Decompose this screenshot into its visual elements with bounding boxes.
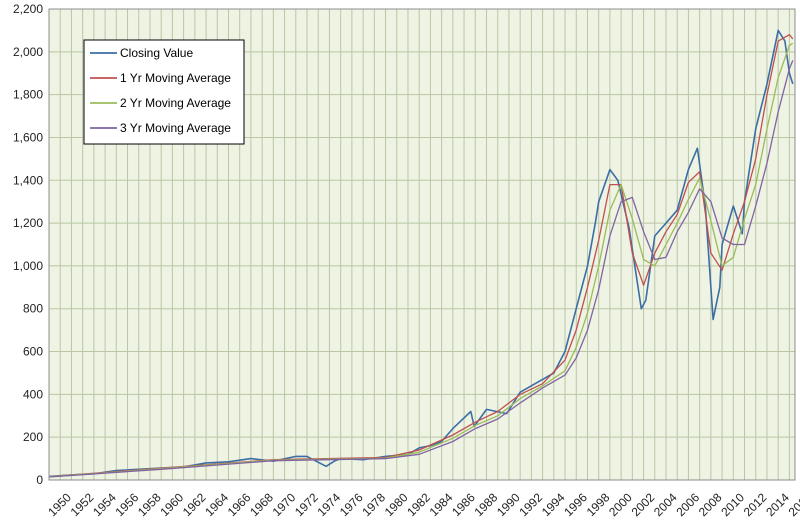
x-tick-label: 1962	[180, 490, 209, 519]
series-line-3-yr-moving-average	[48, 60, 794, 478]
x-tick-label: 2006	[673, 490, 702, 519]
x-tick-label: 2002	[629, 490, 658, 519]
plot-area-border	[48, 8, 796, 481]
y-tick-label: 1,400	[13, 173, 43, 187]
x-tick-label: 1954	[90, 490, 119, 519]
x-tick-label: 1970	[270, 490, 299, 519]
x-tick-label: 1992	[516, 490, 545, 519]
x-tick-label: 1952	[68, 490, 97, 519]
legend-box	[83, 39, 245, 145]
x-tick-label: 2000	[606, 490, 635, 519]
x-tick-label: 2008	[696, 490, 725, 519]
x-tick-label: 1984	[427, 490, 456, 519]
x-tick-label: 2012	[741, 490, 770, 519]
x-tick-label: 1978	[359, 490, 388, 519]
x-tick-label: 1956	[113, 490, 142, 519]
x-tick-label: 1950	[45, 490, 74, 519]
y-tick-label: 600	[23, 345, 43, 359]
series-line-2-yr-moving-average	[48, 42, 794, 478]
y-tick-label: 1,600	[13, 130, 43, 144]
x-tick-label: 1966	[225, 490, 254, 519]
x-tick-label: 1988	[472, 490, 501, 519]
y-tick-label: 400	[23, 387, 43, 401]
x-tick-label: 1996	[561, 490, 590, 519]
x-tick-label: 1994	[539, 490, 568, 519]
series-line-closing-value	[48, 29, 794, 478]
x-tick-label: 1976	[337, 490, 366, 519]
x-tick-label: 2016	[786, 490, 800, 519]
x-axis-tick-labels: 1950195219541956195819601962196419661968…	[45, 490, 800, 519]
x-tick-label: 1974	[314, 490, 343, 519]
x-tick-label: 1964	[202, 490, 231, 519]
legend-entry-label: Closing Value	[120, 46, 193, 60]
y-tick-label: 1,800	[13, 88, 43, 102]
y-axis-tick-labels: 0 200 400 600 800 1,000 1,200 1,400 1,600 1,800 2,…	[13, 2, 43, 487]
x-tick-label: 1958	[135, 490, 164, 519]
vertical-gridlines	[48, 9, 790, 480]
legend-entry-label: 1 Yr Moving Average	[120, 71, 231, 85]
x-tick-label: 1986	[449, 490, 478, 519]
y-tick-label: 0	[36, 473, 43, 487]
y-tick-label: 1,200	[13, 216, 43, 230]
y-tick-label: 2,000	[13, 45, 43, 59]
series-line-1-yr-moving-average	[48, 34, 794, 478]
x-tick-label: 1998	[584, 490, 613, 519]
x-tick-label: 1968	[247, 490, 276, 519]
x-tick-label: 1980	[382, 490, 411, 519]
x-tick-label: 2004	[651, 490, 680, 519]
legend-entry-label: 2 Yr Moving Average	[120, 96, 231, 110]
y-tick-label: 2,200	[13, 2, 43, 16]
x-tick-label: 1990	[494, 490, 523, 519]
y-tick-label: 800	[23, 302, 43, 316]
x-tick-label: 1982	[404, 490, 433, 519]
x-tick-label: 1972	[292, 490, 321, 519]
x-tick-label: 2014	[763, 490, 792, 519]
series-lines	[48, 29, 794, 478]
y-tick-label: 200	[23, 430, 43, 444]
chart-legend: Closing Value 1 Yr Moving Average 2 Yr Mov…	[83, 39, 245, 145]
x-tick-label: 1960	[157, 490, 186, 519]
legend-entry-label: 3 Yr Moving Average	[120, 121, 231, 135]
x-tick-label: 2010	[718, 490, 747, 519]
y-tick-label: 1,000	[13, 259, 43, 273]
